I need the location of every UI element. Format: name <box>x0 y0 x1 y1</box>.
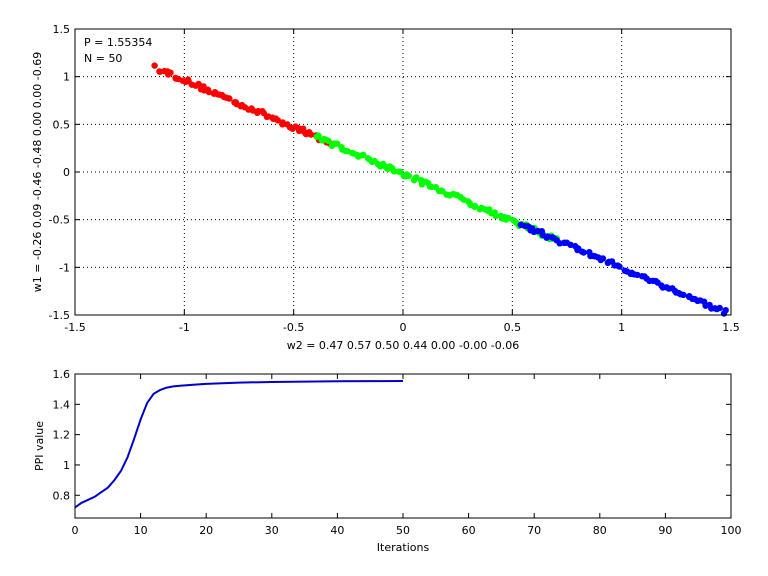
scatter-point <box>274 117 282 124</box>
scatter-point <box>634 271 641 279</box>
scatter-point <box>413 174 420 181</box>
scatter-point <box>680 291 687 299</box>
x-tick-label: -0.5 <box>283 321 304 334</box>
ppi-line <box>74 380 404 509</box>
scatter-point <box>580 249 587 256</box>
x-tick-label: -1 <box>179 321 190 334</box>
scatter-point <box>405 172 412 180</box>
ppi-y-tick-label: 1.2 <box>53 429 71 442</box>
ppi-x-tick-label: 10 <box>134 524 148 537</box>
scatter-point <box>195 80 202 88</box>
ppi-plot-area <box>75 374 731 518</box>
y-tick-label: -1 <box>59 261 70 274</box>
x-tick-label: 0 <box>400 321 407 334</box>
x-tick-label: 1 <box>618 321 625 334</box>
scatter-point <box>359 152 366 159</box>
ppi-x-tick-label: 50 <box>396 524 410 537</box>
ppi-x-tick-label: 40 <box>330 524 344 537</box>
annotation-p: P = 1.55354 <box>84 36 152 49</box>
ppi-y-axis-label: PPI value <box>33 421 46 471</box>
scatter-y-axis-label: w1 = -0.26 0.09 -0.46 -0.48 0.00 0.00 -0… <box>31 52 44 293</box>
scatter-point <box>391 168 398 175</box>
scatter-point <box>156 68 163 75</box>
ppi-x-tick-label: 60 <box>462 524 476 537</box>
scatter-point <box>151 62 158 69</box>
x-tick-label: -1.5 <box>64 321 85 334</box>
ppi-x-tick-label: 80 <box>593 524 607 537</box>
ppi-line-plot: 0 10 20 30 40 50 60 70 80 90 100 0.8 1 1.2 1.4 1.6 Iter… <box>33 368 742 554</box>
ppi-x-tick-label: 30 <box>265 524 279 537</box>
scatter-point <box>315 132 322 139</box>
y-tick-label: -1.5 <box>49 309 70 322</box>
scatter-plot: -1.5 -1 -0.5 0 0.5 1 1.5 -1.5 -1 -0.5 0 0.5 1 1.5 P =… <box>31 23 740 352</box>
scatter-points <box>151 62 729 317</box>
ppi-ticks: 0 10 20 30 40 50 60 70 80 90 100 0.8 1 1.2 1.4 1.6 <box>53 368 742 537</box>
scatter-point <box>325 137 332 144</box>
x-tick-label: 0.5 <box>504 321 522 334</box>
ppi-y-tick-label: 1 <box>63 459 70 472</box>
scatter-point <box>334 140 341 147</box>
ppi-x-tick-label: 90 <box>658 524 672 537</box>
x-tick-label: 1.5 <box>722 321 740 334</box>
scatter-x-axis-label: w2 = 0.47 0.57 0.50 0.44 0.00 -0.00 -0.0… <box>287 339 520 352</box>
y-tick-label: 0.5 <box>53 118 71 131</box>
scatter-point <box>722 307 729 314</box>
ppi-x-axis-label: Iterations <box>377 541 430 554</box>
y-tick-label: 1.5 <box>53 23 71 36</box>
ppi-y-tick-label: 1.6 <box>53 368 71 381</box>
annotation-n: N = 50 <box>84 52 122 65</box>
scatter-point <box>505 214 512 222</box>
ppi-x-tick-label: 70 <box>527 524 541 537</box>
ppi-x-tick-label: 100 <box>721 524 742 537</box>
scatter-point <box>396 168 404 175</box>
ppi-y-tick-label: 1.4 <box>53 398 71 411</box>
ppi-x-tick-label: 0 <box>72 524 79 537</box>
scatter-point <box>471 202 479 210</box>
scatter-point <box>167 69 174 76</box>
scatter-point <box>492 212 499 220</box>
y-tick-label: 0 <box>63 166 70 179</box>
ppi-y-tick-label: 0.8 <box>53 489 71 502</box>
ppi-x-tick-label: 20 <box>199 524 213 537</box>
y-tick-label: 1 <box>63 71 70 84</box>
y-tick-label: -0.5 <box>49 214 70 227</box>
scatter-point <box>716 304 723 312</box>
scatter-ticks: -1.5 -1 -0.5 0 0.5 1 1.5 -1.5 -1 -0.5 0 0.5 1 1.5 <box>49 23 740 334</box>
scatter-point <box>205 88 213 96</box>
scatter-point <box>616 263 623 270</box>
scatter-point <box>307 131 315 138</box>
scatter-point <box>599 255 607 262</box>
scatter-point <box>226 95 233 102</box>
